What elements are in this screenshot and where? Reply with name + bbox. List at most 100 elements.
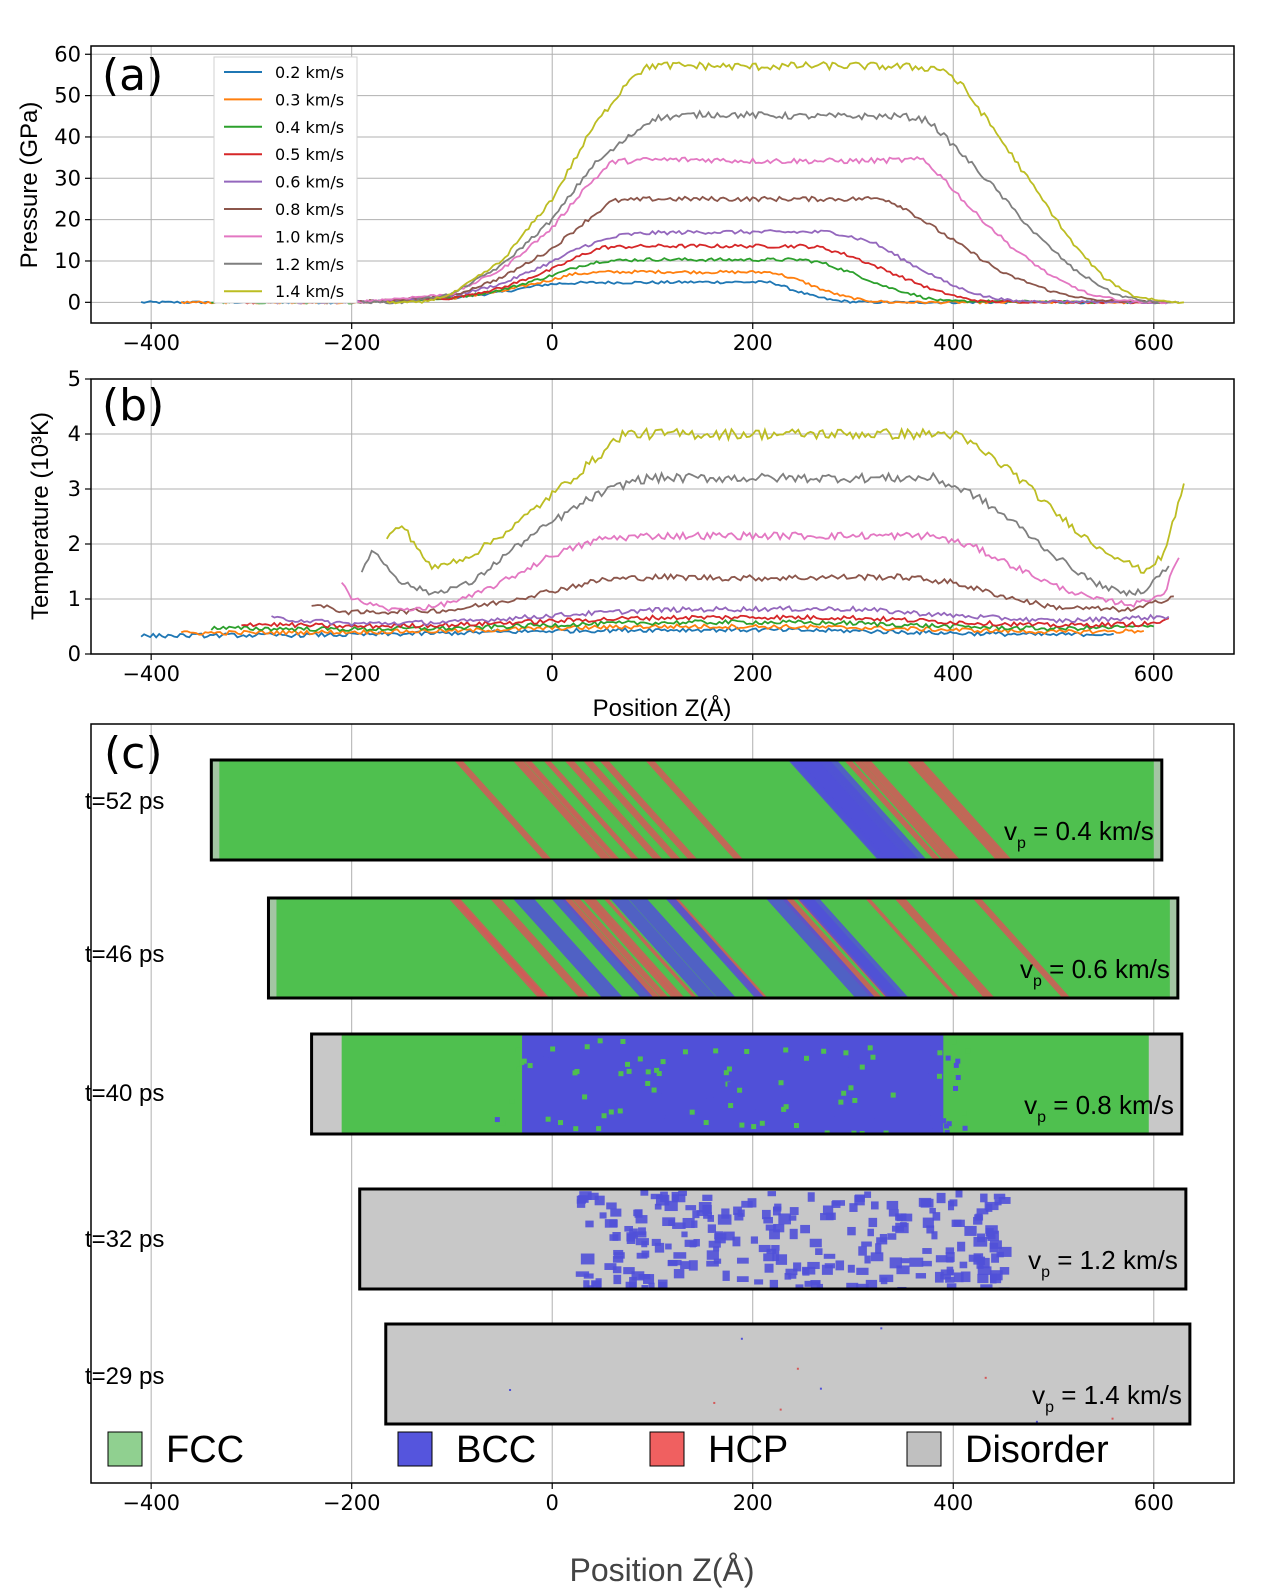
bcc-speck	[537, 1088, 543, 1094]
bcc-cluster	[668, 1219, 675, 1226]
bcc-cluster	[715, 1231, 723, 1241]
bcc-speck	[608, 1109, 614, 1115]
bcc-cluster	[631, 1271, 645, 1281]
snapshot-frame	[310, 1032, 1184, 1136]
bcc-cluster	[587, 1192, 599, 1200]
bcc-cluster	[973, 1216, 983, 1225]
y-tick-label: 0	[68, 290, 81, 314]
bcc-cluster	[585, 1220, 594, 1228]
bcc-speck	[573, 1058, 579, 1064]
phase-legend-label: Disorder	[965, 1429, 1109, 1471]
bcc-speck	[810, 1074, 816, 1080]
bcc-speck	[794, 1035, 800, 1041]
x-tick-label: 400	[933, 662, 973, 686]
hcp-band	[906, 760, 1003, 860]
bcc-speck	[739, 1122, 745, 1128]
bcc-cluster	[681, 1231, 688, 1238]
structure-axes-frame	[90, 723, 1235, 1484]
bcc-cluster	[713, 1258, 722, 1264]
bcc-speck	[919, 1110, 925, 1116]
bcc-cluster	[673, 1252, 687, 1259]
bcc-cluster	[610, 1208, 622, 1217]
temperature-series	[140, 426, 1185, 639]
x-tick-label: 600	[1134, 1491, 1174, 1515]
panel-a-label: (a)	[102, 50, 163, 101]
series-line-04	[210, 618, 1155, 633]
legend-entry: 1.2 km/s	[275, 255, 344, 274]
bcc-speck	[713, 1048, 719, 1054]
bcc-cluster	[977, 1233, 986, 1243]
speck	[509, 1388, 512, 1391]
bcc-cluster	[766, 1248, 777, 1254]
bcc-cluster	[650, 1193, 663, 1200]
hcp-band	[644, 760, 744, 860]
bcc-cluster	[816, 1283, 824, 1289]
bcc-cluster	[775, 1254, 788, 1265]
bcc-cluster	[612, 1266, 622, 1274]
bcc-cluster	[758, 1244, 771, 1253]
phase-legend-swatch	[107, 1431, 143, 1467]
snapshot-velocity-label: vp = 1.2 km/s	[1028, 1245, 1178, 1281]
bcc-cluster	[684, 1239, 698, 1247]
bcc-cluster	[847, 1264, 855, 1273]
bcc-speck	[656, 1071, 662, 1077]
bcc-cluster	[875, 1243, 882, 1254]
bcc-cluster	[771, 1245, 780, 1251]
bcc-cluster	[940, 1273, 951, 1280]
bcc-cluster	[807, 1261, 820, 1270]
bcc-speck	[540, 1103, 546, 1109]
bcc-speck	[558, 1120, 564, 1126]
bcc-cluster	[887, 1233, 897, 1240]
bcc-speck	[744, 1048, 750, 1054]
bcc-cluster	[769, 1229, 780, 1240]
bcc-cluster	[736, 1276, 749, 1283]
bcc-cluster	[640, 1190, 649, 1196]
bcc-speck	[954, 1067, 960, 1073]
bcc-speck	[883, 1034, 889, 1040]
phase-legend-label: BCC	[456, 1429, 536, 1471]
bcc-cluster	[750, 1236, 758, 1244]
snapshot-time-label: t=40 ps	[85, 1080, 164, 1107]
hcp-band	[598, 760, 698, 860]
bcc-cluster	[793, 1262, 802, 1272]
bcc-speck	[944, 1129, 950, 1134]
bcc-cluster	[643, 1274, 655, 1284]
bcc-band	[512, 898, 624, 998]
bcc-speck	[727, 1082, 733, 1088]
bcc-cluster	[810, 1281, 820, 1289]
snapshot-velocity-label: vp = 0.6 km/s	[1020, 954, 1170, 990]
structure-x-label: Position Z(Å)	[570, 1552, 755, 1588]
bcc-speck	[759, 1120, 765, 1126]
bcc-speck	[843, 1062, 849, 1068]
series-line-03	[180, 623, 1145, 636]
bcc-cluster	[789, 1228, 798, 1240]
x-tick-label: 400	[933, 331, 973, 355]
x-tick-label: −200	[323, 662, 381, 686]
bcc-cluster	[896, 1214, 903, 1222]
bcc-speck	[829, 1116, 835, 1122]
bcc-cluster	[767, 1191, 777, 1197]
bcc-cluster	[667, 1260, 678, 1267]
bcc-cluster	[823, 1253, 836, 1259]
bcc-speck	[710, 1079, 716, 1085]
snapshot-frame	[358, 1187, 1188, 1291]
bcc-speck	[852, 1097, 858, 1103]
bcc-cluster	[959, 1261, 968, 1269]
bcc-cluster	[861, 1241, 872, 1247]
bcc-speck	[945, 1055, 951, 1061]
bcc-cluster	[998, 1246, 1012, 1257]
bcc-cluster	[909, 1257, 924, 1267]
bcc-cluster	[633, 1209, 643, 1217]
bcc-cluster	[867, 1228, 874, 1237]
bcc-speck	[682, 1049, 688, 1055]
bcc-speck	[543, 1056, 549, 1062]
bcc-cluster	[868, 1217, 878, 1228]
bcc-speck	[597, 1038, 603, 1044]
hcp-band	[452, 898, 550, 998]
bcc-cluster	[722, 1270, 730, 1281]
bcc-speck	[914, 1055, 920, 1061]
bcc-speck	[515, 1047, 521, 1053]
bcc-cluster	[900, 1222, 907, 1228]
bcc-cluster	[583, 1273, 594, 1279]
bcc-cluster	[976, 1208, 989, 1215]
